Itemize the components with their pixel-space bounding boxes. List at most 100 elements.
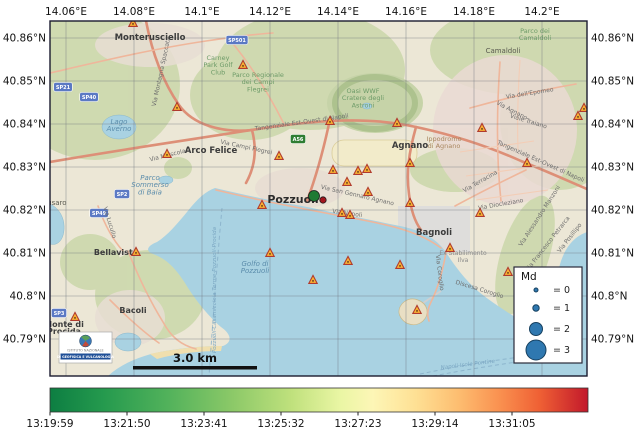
station-triangle-marker (69, 311, 81, 321)
station-triangle-marker (171, 101, 183, 111)
ferry-route-label: Pozzuoli-Casamicciola Terme-Pozzuoli-Pro… (212, 226, 218, 353)
colorbar-tick-label: 13:27:23 (334, 418, 381, 430)
colorbar-tick-label: 13:19:59 (26, 418, 73, 430)
lakes (50, 102, 373, 352)
station-triangle-marker (256, 199, 268, 209)
svg-text:SP49: SP49 (92, 211, 107, 217)
station-triangle-marker (341, 176, 353, 186)
lon-tick-label: 14.2°E (524, 6, 559, 18)
colorbar-tick-label: 13:21:50 (103, 418, 150, 430)
place-label: Golfo di Pozzuoli (241, 260, 270, 275)
place-label: Monterusciello (115, 33, 186, 43)
road-badge: SP2 (114, 189, 130, 199)
lon-tick-label: 14.06°E (45, 6, 87, 18)
lat-tick-label-left: 40.83°N (3, 162, 46, 174)
place-label: Agnano (392, 141, 429, 151)
colorbar-tick-label: 13:29:14 (411, 418, 458, 430)
lat-tick-label-left: 40.84°N (3, 119, 46, 131)
earthquake-event-marker (308, 190, 320, 202)
magnitude-legend: Md = 0 = 1 = 2 = 3 (513, 266, 583, 364)
station-markers (69, 21, 587, 321)
road-badge: SP21 (53, 82, 73, 92)
earthquake-event-marker (319, 196, 327, 204)
lon-tick-label: 14.1°E (184, 6, 219, 18)
scale-bar-label: 3.0 km (173, 351, 217, 365)
station-triangle-marker (521, 157, 533, 167)
place-label: Parco dei Camaldoli (519, 27, 552, 42)
earthquake-markers (308, 190, 327, 204)
station-triangle-marker (572, 110, 584, 120)
lat-tick-label-left: 40.8°N (10, 291, 46, 303)
place-label: Ippodromo di Agnano (426, 135, 461, 150)
station-triangle-marker (130, 246, 142, 256)
legend-size-circle (525, 339, 547, 361)
road-badge: SP501 (225, 35, 249, 45)
svg-text:A56: A56 (293, 137, 304, 143)
station-triangle-marker (264, 247, 276, 257)
place-label: Ex Stabilimento Ilva (439, 250, 487, 264)
place-label: Lago Averno (106, 118, 132, 133)
ingv-logo-line2: DI GEOFISICA E VULCANOLOGIA (57, 355, 114, 359)
svg-text:SP21: SP21 (56, 85, 71, 91)
station-triangle-marker (161, 148, 173, 158)
lat-tick-label-left: 40.82°N (3, 205, 46, 217)
road-badge: SP49 (89, 208, 109, 218)
lon-tick-label: 14.16°E (385, 6, 427, 18)
station-triangle-marker (361, 163, 373, 173)
legend-entry-label: = 1 (553, 303, 570, 314)
colorbar-ticks: 13:19:59 13:21:50 13:23:41 13:25:32 13:27:23… (26, 412, 536, 430)
place-label: Carney Park Golf Club (203, 54, 233, 76)
station-triangle-marker (352, 165, 364, 175)
road-label: Via Coroglio (434, 255, 445, 292)
legend-entry-label: = 2 (553, 324, 570, 335)
place-label: Bagnoli (416, 228, 452, 238)
station-triangle-marker (476, 122, 488, 132)
scale-bar: 3.0 km (133, 351, 257, 370)
lat-tick-label-right: 40.85°N (591, 76, 634, 88)
roads-minor (50, 32, 577, 350)
astroni-crater-rim (332, 74, 418, 132)
ingv-globe-icon (79, 334, 92, 348)
road-badge: A56 (290, 134, 306, 144)
sea (108, 188, 587, 376)
svg-text:SP501: SP501 (228, 38, 246, 44)
station-triangle-marker (273, 150, 285, 160)
place-label: Parco Sommerso di Baia (131, 174, 168, 196)
legend-size-circle (533, 287, 539, 293)
ingv-logo: ISTITUTO NAZIONALE DI GEOFISICA E VULCAN… (57, 331, 114, 364)
lat-tick-label-left: 40.81°N (3, 248, 46, 260)
station-triangle-marker (411, 304, 423, 314)
station-triangle-marker (444, 242, 456, 252)
road-badge: SP40 (79, 92, 99, 102)
road-badge: SP3 (51, 308, 67, 318)
nisida-causeway (422, 290, 442, 304)
place-label: Parco Regionale dei Campi Flegrei (232, 71, 284, 93)
beach (150, 346, 222, 359)
station-triangle-marker (362, 186, 374, 196)
road-badges: SP501 SP21 SP40 SP2 SP49 SP3 A56 (51, 35, 306, 318)
place-label: Bacoli (119, 306, 146, 315)
lat-tick-label-left: 40.79°N (3, 334, 46, 346)
place-label: Pozzuoli (267, 193, 318, 206)
ferry-routes (208, 207, 557, 376)
lon-tick-label: 14.14°E (317, 6, 359, 18)
station-triangle-marker (324, 115, 336, 125)
station-triangle-marker (502, 266, 514, 276)
legend-size-circle (532, 304, 540, 312)
place-label: Fusaro (43, 199, 66, 207)
lat-tick-label-right: 40.82°N (591, 205, 634, 217)
legend-entry-label: = 0 (553, 285, 570, 296)
scale-bar-rule (133, 366, 257, 370)
lon-tick-label: 14.12°E (249, 6, 291, 18)
lat-tick-label-left: 40.85°N (3, 76, 46, 88)
roads-small (459, 59, 549, 201)
station-triangle-marker (342, 255, 354, 265)
colorbar-gradient (49, 387, 589, 413)
axis-tick-labels: 14.06°E 14.08°E 14.1°E 14.12°E 14.14°E 14.16°… (3, 6, 634, 346)
svg-text:SP3: SP3 (54, 311, 65, 317)
lat-tick-label-right: 40.8°N (591, 291, 627, 303)
station-triangle-marker (127, 21, 139, 27)
place-label: Oasi WWF Cratere degli Astroni (342, 87, 384, 109)
